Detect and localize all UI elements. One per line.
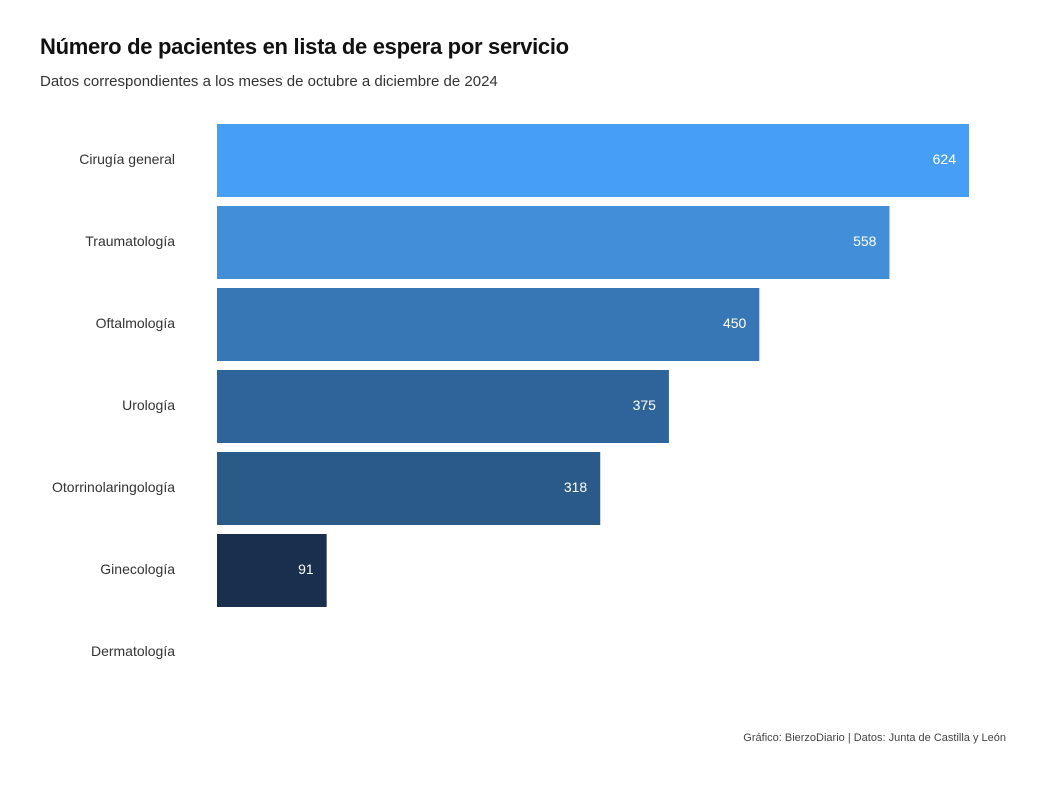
value-label-urologia: 375 bbox=[633, 397, 657, 413]
value-label-traumatologia: 558 bbox=[853, 233, 877, 249]
value-label-oftalmologia: 450 bbox=[723, 315, 747, 331]
bar-ginecologia bbox=[217, 534, 327, 607]
category-label-urologia: Urología bbox=[122, 397, 175, 413]
category-label-oftalmologia: Oftalmología bbox=[96, 315, 176, 331]
bar-cirugia-general bbox=[217, 124, 969, 197]
value-label-otorrinolaringologia: 318 bbox=[564, 479, 588, 495]
category-label-traumatologia: Traumatología bbox=[85, 233, 175, 249]
category-label-dermatologia: Dermatología bbox=[91, 643, 175, 659]
category-label-cirugia-general: Cirugía general bbox=[79, 151, 175, 167]
category-label-ginecologia: Ginecología bbox=[100, 561, 175, 577]
bar-otorrinolaringologia bbox=[217, 452, 601, 525]
chart-title: Número de pacientes en lista de espera p… bbox=[40, 34, 569, 59]
bar-traumatologia bbox=[217, 206, 890, 279]
chart-subtitle: Datos correspondientes a los meses de oc… bbox=[40, 73, 498, 90]
bar-urologia bbox=[217, 370, 669, 443]
chart-caption: Gráfico: BierzoDiario | Datos: Junta de … bbox=[743, 732, 1006, 744]
value-label-cirugia-general: 624 bbox=[933, 151, 957, 167]
value-label-ginecologia: 91 bbox=[298, 561, 314, 577]
category-label-otorrinolaringologia: Otorrinolaringología bbox=[52, 479, 175, 495]
bar-oftalmologia bbox=[217, 288, 760, 361]
